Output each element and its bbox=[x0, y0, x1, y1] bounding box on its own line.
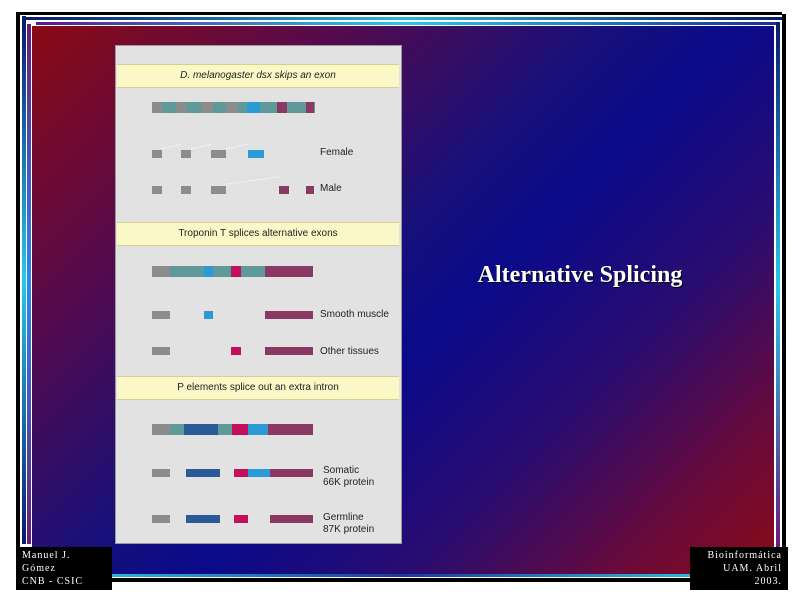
frame-bar-bottom-dark bbox=[110, 578, 690, 582]
panel-title-dsx: D. melanogaster dsx skips an exon bbox=[117, 64, 399, 88]
frame-bar-top-cyan bbox=[26, 17, 782, 20]
frame-bar-left-grad bbox=[27, 24, 31, 544]
frame-bar-top-dark bbox=[18, 12, 782, 15]
label-female: Female bbox=[320, 147, 354, 158]
frame-bar-top-grad bbox=[36, 22, 778, 25]
frame-bar-right-cyan bbox=[776, 22, 780, 548]
footer-course-date: UAM. Abril 2003. bbox=[723, 563, 782, 587]
panel-title-troponin: Troponin T splices alternative exons bbox=[117, 222, 399, 246]
label-germline: Germline 87K protein bbox=[323, 512, 375, 535]
splicing-figure: D. melanogaster dsx skips an exon Female bbox=[115, 45, 402, 544]
footer-author-affiliation: CNB - CSIC bbox=[22, 576, 84, 587]
footer-course-name: Bioinformática bbox=[707, 550, 782, 561]
label-other-tissues: Other tissues bbox=[320, 346, 379, 357]
frame-bar-right-dark bbox=[782, 14, 786, 548]
frame-bar-left-dark bbox=[16, 12, 20, 548]
footer-course: Bioinformática UAM. Abril 2003. bbox=[690, 547, 788, 590]
panel-title-p-elements: P elements splice out an extra intron bbox=[117, 376, 399, 400]
label-male: Male bbox=[320, 183, 342, 194]
frame-bar-left-cyan bbox=[22, 16, 26, 544]
label-somatic: Somatic 66K protein bbox=[323, 465, 375, 488]
frame-bar-bottom-cyan bbox=[110, 574, 690, 577]
slide-title: Alternative Splicing bbox=[477, 262, 683, 288]
footer-author: Manuel J. Gómez CNB - CSIC bbox=[16, 547, 112, 590]
label-smooth-muscle: Smooth muscle bbox=[320, 309, 389, 320]
footer-author-name: Manuel J. Gómez bbox=[22, 550, 71, 574]
